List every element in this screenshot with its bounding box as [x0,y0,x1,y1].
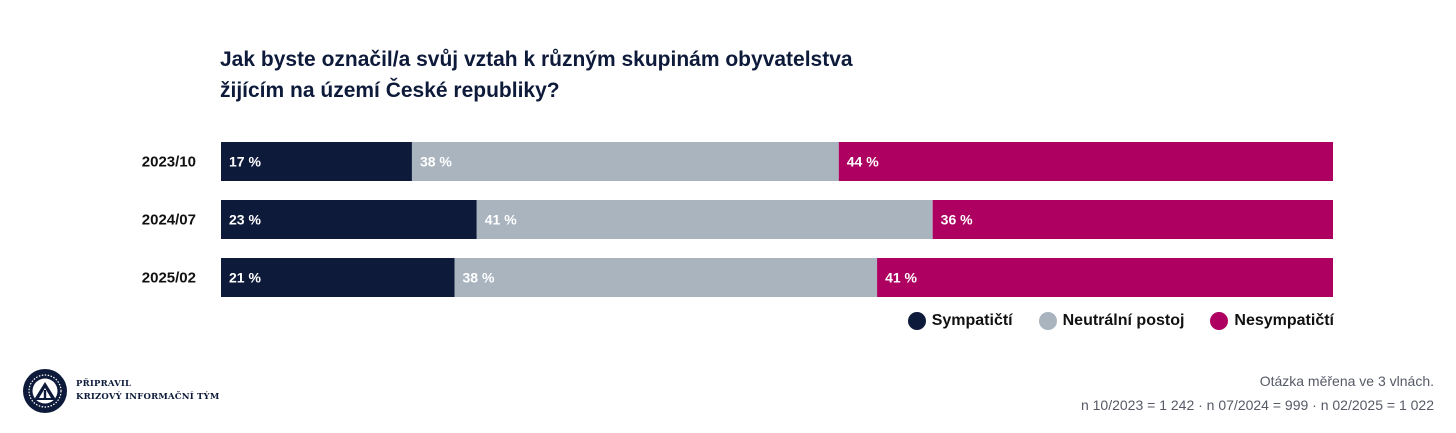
bar-value-label: 44 % [847,154,879,170]
bar-segment [932,200,1333,239]
bar-value-label: 21 % [229,270,261,286]
bar-segment [221,258,455,297]
chart-title-line-2: žijícím na území České republiky? [220,79,560,102]
legend-swatch-icon [907,312,926,330]
bar-value-label: 41 % [885,270,917,286]
bar-value-label: 41 % [485,212,517,228]
bar-segment [454,258,878,297]
survey-note-waves: Otázka měřena ve 3 vlnách. [1259,373,1434,389]
legend-item: Sympatičtí [907,312,1013,330]
kit-emblem-icon [23,369,67,413]
bar-segment [221,142,412,181]
stacked-bar-chart: 2023/10 17 % 38 % 44 % 2024/07 23 % 41 % 36 % 20… [142,142,1333,297]
credit-block: PŘIPRAVIL KRIZOVÝ INFORMAČNÍ TÝM [76,378,219,404]
legend-swatch-icon [1038,312,1057,330]
legend-item: Nesympatičtí [1210,312,1334,330]
bar-value-label: 36 % [941,212,973,228]
bar-segment [877,258,1333,297]
chart-title: Jak byste označil/a svůj vztah k různým … [220,44,1120,106]
bar-value-label: 17 % [229,154,261,170]
legend-label: Neutrální postoj [1062,312,1185,329]
chart-title-line-1: Jak byste označil/a svůj vztah k různým … [220,48,853,71]
bar-value-label: 38 % [463,270,495,286]
bar-value-label: 23 % [229,212,261,228]
legend-item: Neutrální postoj [1038,312,1185,330]
legend-label: Nesympatičtí [1234,312,1334,329]
bar-segment [476,200,933,239]
credit-line-2: KRIZOVÝ INFORMAČNÍ TÝM [76,392,220,402]
legend-swatch-icon [1210,312,1229,330]
category-label: 2025/02 [142,270,196,287]
bar-segment [411,142,839,181]
bar-segment [221,200,477,239]
bar-value-label: 38 % [420,154,452,170]
chart-legend: Sympatičtí Neutrální postoj Nesympatičtí [907,312,1334,330]
category-label: 2024/07 [142,212,196,229]
legend-label: Sympatičtí [931,312,1013,329]
survey-note: Otázka měřena ve 3 vlnách. n 10/2023 = 1… [1081,369,1434,417]
survey-note-sample-sizes: n 10/2023 = 1 242 · n 07/2024 = 999 · n … [1080,397,1434,413]
category-label: 2023/10 [142,154,196,171]
credit-line-1: PŘIPRAVIL [76,379,132,389]
bar-segment [838,142,1333,181]
